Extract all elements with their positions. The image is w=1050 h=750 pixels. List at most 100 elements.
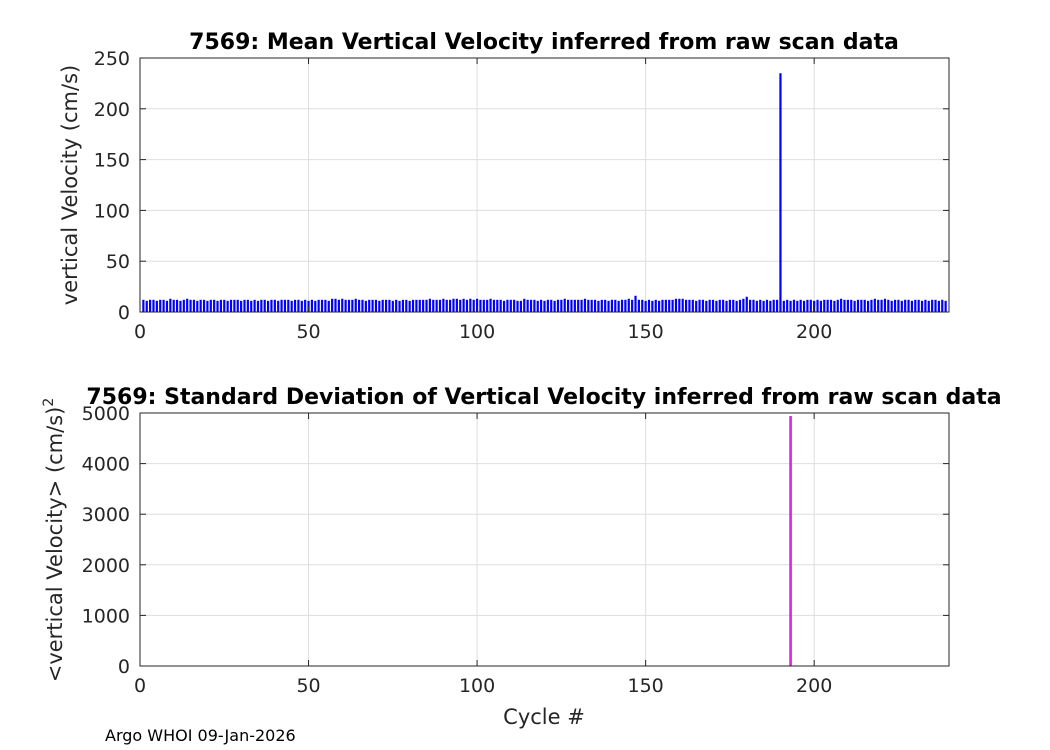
bar	[418, 299, 421, 312]
bar	[388, 299, 391, 312]
y-tick-label: 1000	[82, 605, 130, 627]
bar	[533, 299, 536, 312]
bar	[432, 299, 435, 312]
bar	[337, 299, 340, 312]
bar	[941, 299, 944, 312]
bar	[172, 299, 175, 312]
bar	[796, 300, 799, 312]
bar	[415, 299, 418, 312]
bar	[890, 300, 893, 312]
bar	[287, 299, 290, 312]
bar	[502, 300, 506, 312]
bar	[762, 300, 765, 312]
bar	[374, 299, 378, 312]
x-tick-label: 0	[134, 321, 146, 343]
bar	[769, 300, 772, 312]
bar	[422, 299, 425, 312]
bar	[401, 299, 405, 312]
bar	[300, 300, 303, 312]
bar	[519, 300, 523, 312]
bar	[391, 300, 394, 312]
bar	[492, 299, 496, 312]
bar	[556, 299, 560, 312]
bar	[523, 298, 526, 312]
bar	[711, 299, 715, 312]
bar	[256, 300, 260, 312]
bar	[536, 300, 539, 312]
bar	[823, 299, 826, 312]
bar	[169, 298, 172, 312]
bar	[290, 300, 293, 312]
bar	[614, 299, 617, 312]
bar	[189, 299, 192, 312]
bar	[698, 299, 701, 312]
bar	[664, 299, 667, 312]
bar	[647, 299, 651, 312]
bar	[688, 299, 691, 312]
bar	[378, 300, 381, 312]
bar	[462, 298, 465, 312]
bar	[671, 299, 674, 312]
bar	[910, 300, 914, 312]
bar	[772, 299, 775, 312]
y-tick-label: 5000	[82, 403, 130, 425]
bar	[280, 299, 283, 312]
bar	[563, 298, 566, 312]
bar	[701, 299, 705, 312]
bar	[738, 299, 742, 312]
bar	[695, 300, 698, 312]
bar	[408, 300, 411, 312]
bar	[577, 299, 580, 312]
bar	[425, 299, 428, 312]
bar	[479, 299, 482, 312]
bar	[209, 299, 212, 312]
bar	[846, 299, 849, 312]
bar	[320, 299, 324, 312]
mean-velocity-chart: 0 50 100 150 200 0 50 100 150 200 250 7569: Mean V…	[58, 30, 950, 343]
y-axis-label: <vertical Velocity> (cm/s)2	[41, 398, 67, 683]
bar	[749, 299, 752, 312]
bar	[142, 299, 145, 312]
chart-title: 7569: Standard Deviation of Vertical Vel…	[86, 385, 1001, 410]
bar	[175, 299, 179, 312]
bar	[179, 300, 182, 312]
bar	[273, 299, 276, 312]
bar	[573, 299, 576, 312]
bar	[917, 299, 920, 312]
bar	[627, 298, 630, 312]
y-tick-label: 4000	[82, 454, 130, 476]
bar	[364, 300, 367, 312]
bar	[826, 299, 829, 312]
bar	[681, 298, 684, 312]
bar	[344, 299, 347, 312]
bar	[216, 300, 219, 312]
bar	[816, 299, 819, 312]
bar	[637, 299, 640, 312]
bar	[411, 299, 415, 312]
bar	[937, 300, 940, 312]
bar	[860, 299, 863, 312]
bar	[678, 298, 681, 312]
bar	[880, 299, 883, 312]
bar	[310, 299, 314, 312]
bar	[566, 299, 570, 312]
bar	[651, 300, 654, 312]
bar	[327, 300, 330, 312]
bar	[779, 73, 782, 313]
y-tick-label: 3000	[82, 504, 130, 526]
bar	[283, 299, 287, 312]
bar	[786, 299, 789, 312]
y-tick-label: 0	[118, 656, 130, 678]
bar	[219, 299, 222, 312]
bar	[465, 299, 469, 312]
bar	[617, 300, 620, 312]
bar	[293, 299, 297, 312]
bar	[705, 300, 708, 312]
bar	[223, 299, 226, 312]
x-tick-label: 50	[296, 321, 320, 343]
bar	[725, 300, 728, 312]
bar	[152, 299, 155, 312]
bar	[759, 299, 762, 312]
bar	[580, 299, 583, 312]
bar	[715, 300, 718, 312]
